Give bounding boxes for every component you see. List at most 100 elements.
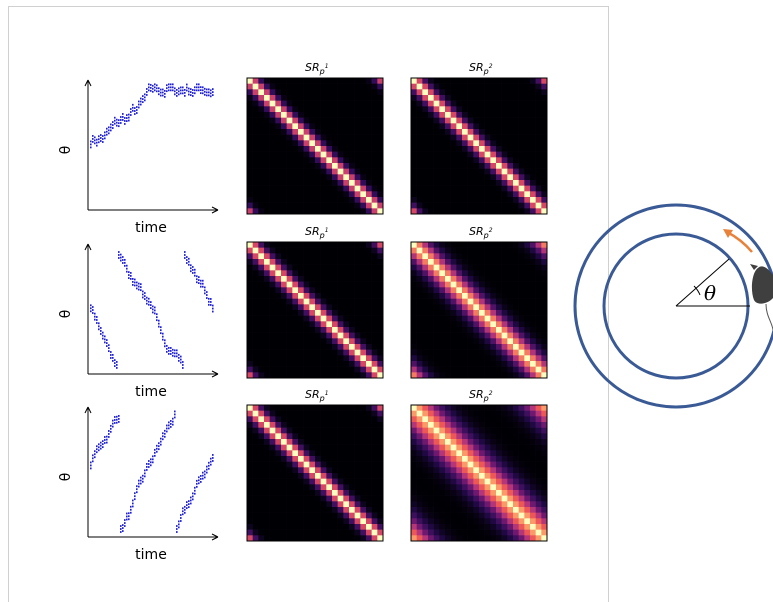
heatmap-cell <box>524 253 530 259</box>
heatmap-cell <box>366 180 372 186</box>
heatmap-cell <box>338 411 344 417</box>
heatmap-cell <box>513 191 519 197</box>
trajectory-dot <box>128 512 130 514</box>
heatmap-cell <box>507 123 513 129</box>
heatmap-cell <box>366 186 372 192</box>
heatmap-cell <box>304 445 310 451</box>
heatmap-cell <box>275 484 281 490</box>
heatmap-cell <box>321 101 327 107</box>
trajectory-dot <box>114 123 116 125</box>
heatmap-cell <box>451 518 457 524</box>
heatmap-cell <box>439 129 445 135</box>
heatmap-cell <box>377 146 383 152</box>
heatmap-cell <box>451 310 457 316</box>
heatmap-cell <box>519 355 525 361</box>
heatmap-cell <box>485 411 491 417</box>
trajectory-dot <box>130 111 132 113</box>
heatmap-cell <box>247 191 253 197</box>
heatmap-cell <box>270 152 276 158</box>
heatmap-cell <box>326 490 332 496</box>
heatmap-cell <box>456 197 462 203</box>
heatmap-cell <box>524 405 530 411</box>
heatmap-cell <box>519 450 525 456</box>
heatmap-cell <box>292 101 298 107</box>
trajectory-dot <box>172 424 174 426</box>
heatmap-cell <box>496 507 502 513</box>
heatmap-cell <box>536 327 542 333</box>
heatmap-cell <box>536 456 542 462</box>
heatmap-cell <box>473 197 479 203</box>
trajectory-dot <box>190 267 192 269</box>
heatmap-cell <box>270 265 276 271</box>
heatmap-cell <box>332 78 338 84</box>
heatmap-cell <box>332 152 338 158</box>
heatmap-cell <box>372 473 378 479</box>
heatmap-cell <box>456 287 462 293</box>
trajectory-dot <box>162 333 164 335</box>
trajectory-dot <box>102 138 104 140</box>
trajectory-dot <box>196 486 198 488</box>
heatmap-cell <box>451 462 457 468</box>
heatmap-cell <box>445 135 451 141</box>
trajectory-dot <box>96 145 98 147</box>
heatmap-cell <box>541 327 547 333</box>
heatmap-cell <box>372 304 378 310</box>
heatmap-cell <box>264 456 270 462</box>
heatmap-cell <box>298 513 304 519</box>
heatmap-cell <box>536 467 542 473</box>
heatmap-cell <box>343 535 349 541</box>
heatmap-cell <box>411 129 417 135</box>
heatmap-cell <box>451 422 457 428</box>
trajectory-dot <box>192 272 194 274</box>
trajectory-dot <box>156 84 158 86</box>
heatmap-cell <box>298 89 304 95</box>
trajectory-dot <box>92 141 94 143</box>
heatmap-cell <box>258 338 264 344</box>
heatmap-cell <box>417 310 423 316</box>
heatmap-cell <box>451 293 457 299</box>
trajectory-dot <box>192 266 194 268</box>
heatmap-cell <box>434 372 440 378</box>
heatmap-cell <box>445 507 451 513</box>
heatmap-cell <box>439 152 445 158</box>
heatmap-cell <box>298 118 304 124</box>
heatmap-cell <box>275 186 281 192</box>
heatmap-cell <box>253 135 259 141</box>
heatmap-cell <box>536 350 542 356</box>
heatmap-cell <box>536 135 542 141</box>
heatmap-cell <box>439 490 445 496</box>
trajectory-dot <box>144 93 146 95</box>
heatmap-cell <box>315 490 321 496</box>
heatmap-cell <box>292 186 298 192</box>
heatmap-cell <box>264 416 270 422</box>
heatmap-cell <box>530 276 536 282</box>
heatmap-cell <box>451 304 457 310</box>
heatmap-cell <box>253 248 259 254</box>
heatmap-cell <box>473 372 479 378</box>
heatmap-cell <box>502 355 508 361</box>
heatmap-cell <box>264 135 270 141</box>
heatmap-cell <box>524 422 530 428</box>
trajectory-dot <box>100 448 102 450</box>
heatmap-cell <box>343 350 349 356</box>
heatmap-cell <box>473 422 479 428</box>
heatmap-cell <box>360 129 366 135</box>
trajectory-dot <box>208 468 210 470</box>
heatmap-cell <box>349 146 355 152</box>
heatmap-cell <box>462 95 468 101</box>
heatmap-cell <box>343 405 349 411</box>
heatmap-cell <box>315 327 321 333</box>
heatmap-cell <box>326 287 332 293</box>
heatmap-cell <box>321 484 327 490</box>
trajectory-dot <box>174 355 176 357</box>
heatmap-cell <box>473 276 479 282</box>
heatmap-cell <box>377 259 383 265</box>
heatmap-cell <box>377 484 383 490</box>
heatmap-cell <box>536 208 542 214</box>
trajectory-dot <box>208 465 210 467</box>
trajectory-dot <box>132 500 134 502</box>
heatmap-cell <box>519 321 525 327</box>
heatmap-cell <box>507 152 513 158</box>
heatmap-cell <box>462 78 468 84</box>
heatmap-cell <box>377 344 383 350</box>
